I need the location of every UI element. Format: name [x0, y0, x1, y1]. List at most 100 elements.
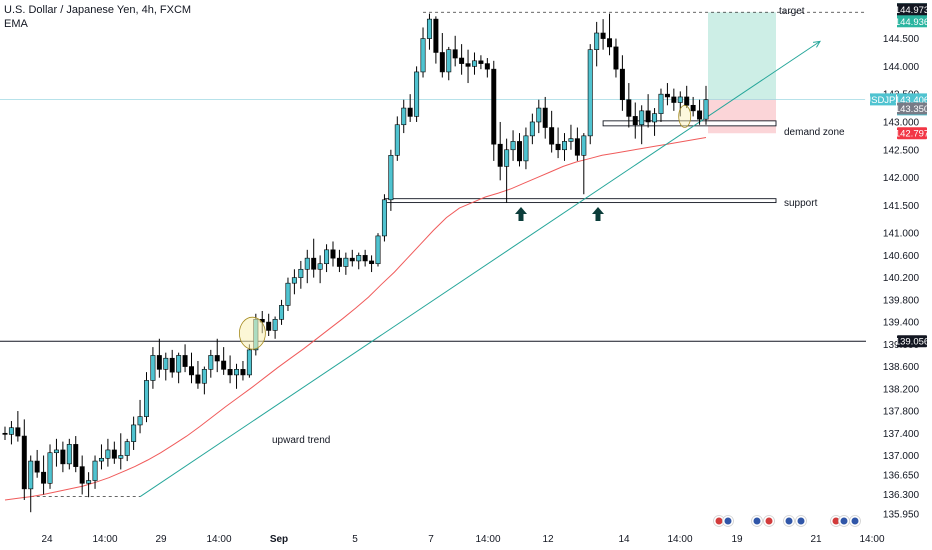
- candle-up: [98, 457, 104, 462]
- candle-down: [227, 369, 233, 376]
- candle-up: [124, 441, 130, 456]
- target-top-tag-bg: [897, 3, 927, 16]
- entry-tag: 143.350: [895, 104, 929, 115]
- x-tick-label: 24: [41, 534, 53, 545]
- candle-up: [324, 249, 330, 265]
- candle-down: [240, 369, 246, 376]
- candle-up: [529, 121, 535, 137]
- x-tick-label: Sep: [270, 534, 288, 545]
- candle-up: [504, 149, 510, 167]
- y-tick-label: 141.000: [883, 229, 920, 240]
- candle-up: [426, 18, 432, 39]
- candle-down: [619, 68, 625, 101]
- support-arrow-1: [515, 207, 527, 221]
- candle-down: [407, 107, 413, 117]
- y-tick-label: 144.500: [883, 34, 920, 45]
- y-tick-label: 138.200: [883, 384, 920, 395]
- y-tick-label: 137.400: [883, 429, 920, 440]
- target-zone: [708, 12, 776, 100]
- candle-up: [304, 257, 310, 270]
- candle-up: [285, 282, 291, 306]
- symbol-tag: USDJPY: [864, 95, 902, 106]
- support-label: support: [784, 198, 818, 209]
- event-flag-dot: [785, 517, 793, 525]
- candle-up: [394, 124, 400, 156]
- entry-highlight: [678, 105, 692, 128]
- candle-up: [118, 455, 124, 459]
- event-flag-dot: [851, 517, 859, 525]
- candle-up: [47, 452, 53, 484]
- candle-down: [671, 96, 677, 103]
- y-tick-label: 142.500: [883, 145, 920, 156]
- candle-down: [645, 110, 651, 123]
- candle-up: [163, 357, 169, 370]
- candle-up: [471, 60, 477, 67]
- candle-up: [414, 71, 420, 117]
- candle-down: [60, 449, 66, 465]
- event-flag-dot: [724, 517, 732, 525]
- candle-up: [137, 416, 143, 426]
- y-tick-label: 143.000: [883, 117, 920, 128]
- candle-down: [169, 357, 175, 373]
- candle-up: [381, 199, 387, 237]
- x-tick-label: 21: [810, 534, 822, 545]
- candle-up: [536, 107, 542, 123]
- candle-up: [176, 355, 182, 373]
- candle-up: [8, 427, 14, 435]
- candle-down: [73, 444, 79, 467]
- candle-down: [600, 32, 606, 39]
- candle-down: [574, 138, 580, 156]
- candle-up: [594, 32, 600, 50]
- candle-down: [266, 321, 272, 331]
- x-tick-label: 14:00: [92, 534, 117, 545]
- stop-zone: [708, 99, 776, 134]
- y-tick-label: 136.300: [883, 490, 920, 501]
- candle-down: [491, 68, 497, 145]
- trend-line: [139, 40, 821, 498]
- candle-down: [34, 460, 40, 473]
- candle-up: [246, 349, 252, 376]
- x-tick-label: 14:00: [206, 534, 231, 545]
- candle-up: [291, 277, 297, 284]
- event-flag-dot: [715, 517, 723, 525]
- upward-trend-label: upward trend: [272, 435, 330, 446]
- current-price-tag: 143.406: [895, 95, 929, 106]
- target-top-tag: 144.973: [895, 5, 929, 16]
- event-flag-dot: [753, 517, 761, 525]
- x-tick-label: 14:00: [667, 534, 692, 545]
- candle-up: [562, 141, 568, 151]
- y-tick-label: 139.400: [883, 318, 920, 329]
- candle-down: [690, 104, 696, 112]
- x-tick-label: 5: [352, 534, 358, 545]
- candle-up: [658, 93, 664, 114]
- candle-down: [433, 18, 439, 53]
- candle-up: [420, 38, 426, 73]
- y-tick-label: 139.800: [883, 295, 920, 306]
- candle-up: [703, 99, 709, 120]
- candle-down: [2, 432, 8, 435]
- y-tick-label: 135.950: [883, 509, 920, 520]
- symbol-tag-bg: [870, 93, 896, 106]
- candle-down: [362, 255, 368, 262]
- candle-down: [330, 249, 336, 259]
- candle-up: [150, 355, 156, 381]
- candle-down: [221, 360, 227, 370]
- candle-down: [349, 257, 355, 262]
- candle-down: [156, 355, 162, 370]
- candle-up: [279, 305, 285, 320]
- candle-up: [272, 319, 278, 331]
- y-tick-label: 140.600: [883, 251, 920, 262]
- candle-down: [542, 107, 548, 128]
- candle-up: [568, 138, 574, 142]
- instrument-title: U.S. Dollar / Japanese Yen, 4h, FXCM: [4, 4, 192, 16]
- candle-up: [208, 355, 214, 370]
- candle-up: [28, 460, 34, 490]
- candle-up: [343, 257, 349, 267]
- candle-down: [613, 46, 619, 70]
- candle-down: [632, 116, 638, 126]
- candle-up: [523, 135, 529, 162]
- candle-up: [143, 380, 149, 417]
- candle-up: [66, 444, 72, 465]
- y-tick-label: 137.800: [883, 407, 920, 418]
